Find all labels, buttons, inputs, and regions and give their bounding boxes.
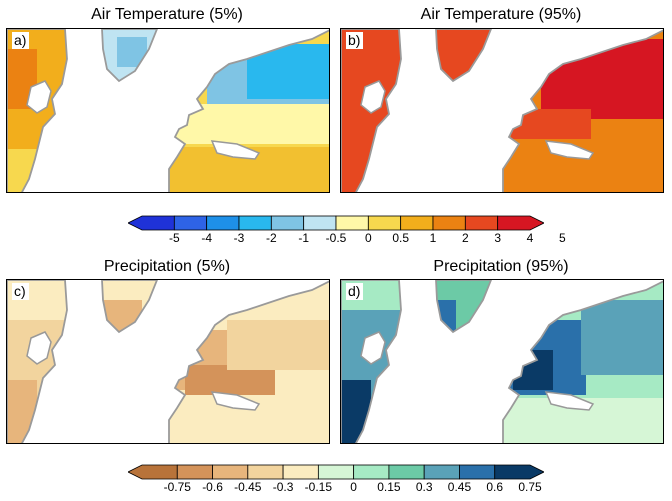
precipitation-colorbar-swatch [247, 464, 284, 480]
temperature-colorbar: -5 -4 -3 -2 -1 -0.5 0 0.5 1 2 3 4 5 [127, 214, 566, 248]
precipitation-colorbar-swatch [176, 464, 213, 480]
panel-d-title: Precipitation (95%) [433, 258, 569, 275]
precipitation-colorbar-swatch [388, 464, 425, 480]
temperature-colorbar-tick-label: 0 [364, 231, 372, 245]
panel-b-title: Air Temperature (95%) [420, 6, 582, 23]
map-panel-b: b) [340, 28, 664, 193]
precipitation-colorbar-tick-label: 0.6 [486, 480, 504, 494]
precipitation-colorbar-tick-label: -0.45 [234, 480, 262, 494]
temperature-colorbar-swatches [127, 215, 545, 231]
precipitation-colorbar-swatch [459, 464, 496, 480]
precipitation-colorbar-tick-label: 0.15 [377, 480, 401, 494]
precipitation-5pct-map [7, 280, 329, 443]
precipitation-colorbar-swatch [212, 464, 249, 480]
temperature-colorbar-swatch [497, 215, 545, 231]
temperature-colorbar-tick-label: 0.5 [392, 231, 409, 245]
precipitation-colorbar-swatch [127, 464, 178, 480]
precipitation-colorbar-tick-label: 0.75 [518, 480, 542, 494]
precipitation-colorbar-tick-label: -0.75 [163, 480, 191, 494]
precipitation-colorbar-swatches [127, 464, 545, 480]
temperature-colorbar-swatch [464, 215, 499, 231]
temperature-colorbar-swatch [303, 215, 337, 231]
temperature-colorbar-swatch [173, 215, 208, 231]
temperature-colorbar-tick-label: 3 [494, 231, 501, 245]
precipitation-colorbar: -0.75 -0.6 -0.45 -0.3 -0.15 0 0.15 0.3 0.45 0.6 0.… [127, 463, 545, 497]
temperature-95pct-map [341, 29, 663, 192]
temperature-colorbar-swatch [400, 215, 434, 231]
temperature-colorbar-swatch [270, 215, 305, 231]
precipitation-colorbar-swatch [353, 464, 390, 480]
temperature-colorbar-tick-label: -4 [201, 231, 212, 245]
temperature-colorbar-swatch [367, 215, 402, 231]
precipitation-colorbar-swatch [317, 464, 355, 480]
temperature-colorbar-swatch [127, 215, 175, 231]
temperature-colorbar-tick-label: -5 [168, 231, 180, 245]
panel-c-letter: c) [12, 283, 29, 300]
temperature-colorbar-tick-label: -2 [265, 231, 277, 245]
precipitation-colorbar-tick-label: 0 [350, 480, 357, 494]
temperature-colorbar-swatch [432, 215, 466, 231]
map-panel-d: d) [340, 279, 664, 444]
precipitation-95pct-map [341, 280, 663, 443]
precipitation-colorbar-tick-label: -0.15 [304, 480, 333, 494]
precipitation-colorbar-tick-label: 0.3 [415, 480, 433, 494]
temperature-colorbar-tick-label: -1 [298, 231, 309, 245]
temperature-colorbar-tick-label: 5 [558, 231, 566, 245]
precipitation-colorbar-tick-label: -0.6 [202, 480, 223, 494]
map-panel-c: c) [6, 279, 330, 444]
panel-d-letter: d) [346, 283, 364, 300]
precipitation-colorbar-swatch [423, 464, 460, 480]
map-panel-a: a) [6, 28, 330, 193]
temperature-colorbar-swatch [206, 215, 240, 231]
temperature-colorbar-tick-label: -0.5 [325, 231, 347, 245]
precipitation-colorbar-tick-label: -0.3 [272, 480, 294, 494]
precipitation-colorbar-tick-label: 0.45 [447, 480, 472, 494]
temperature-5pct-map [7, 29, 329, 192]
temperature-colorbar-tick-label: 1 [429, 231, 437, 245]
temperature-colorbar-tick-label: 2 [461, 231, 469, 245]
panel-c-title: Precipitation (5%) [103, 258, 231, 275]
precipitation-colorbar-swatch [282, 464, 319, 480]
temperature-colorbar-swatch [335, 215, 369, 231]
temperature-colorbar-tick-label: -3 [233, 231, 245, 245]
panel-a-title: Air Temperature (5%) [91, 6, 243, 23]
precipitation-colorbar-swatch [494, 464, 545, 480]
temperature-colorbar-swatch [238, 215, 272, 231]
panel-b-letter: b) [346, 32, 364, 49]
panel-a-letter: a) [12, 32, 30, 49]
temperature-colorbar-tick-label: 4 [526, 231, 534, 245]
